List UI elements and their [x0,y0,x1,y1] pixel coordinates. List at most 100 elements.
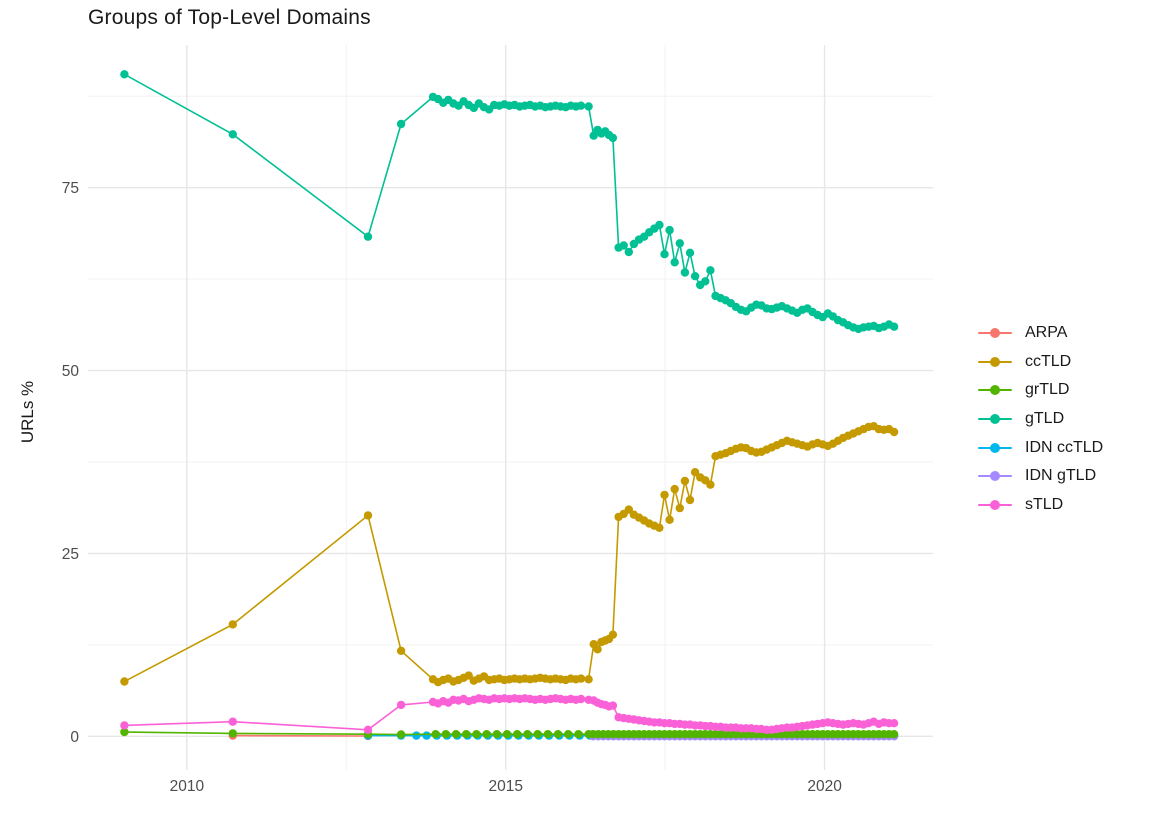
legend-label: grTLD [1025,381,1070,399]
legend-label: sTLD [1025,495,1064,513]
data-point-gtld [608,133,618,143]
data-point-stld [120,721,129,730]
data-point-cctld [690,468,700,477]
data-point-gtld [655,220,664,230]
data-point-cctld [624,505,633,514]
x-tick-label: 2010 [170,778,205,795]
data-point-grtld [513,730,522,739]
data-point-grtld [482,730,491,739]
y-tick-label: 50 [62,363,80,380]
data-point-grtld [889,730,899,739]
data-point-grtld [472,730,481,739]
y-tick-label: 75 [62,180,79,197]
data-point-stld [363,725,373,734]
data-point-cctld [655,523,664,532]
x-tick-label: 2015 [488,778,522,795]
data-point-cctld [680,476,690,486]
series-line-cctld [124,425,895,684]
data-point-gtld [363,232,373,241]
data-point-stld [889,719,899,728]
series-cctld [120,422,899,687]
data-point-gtld [619,241,628,250]
legend-label: gTLD [1025,410,1065,428]
data-point-grtld [441,730,450,739]
legend-item-idn-gtld: IDN gTLD [978,462,1103,491]
legend-label: ARPA [1025,324,1068,342]
data-point-cctld [593,645,602,654]
data-point-gtld [624,247,633,257]
legend-label: IDN gTLD [1025,467,1097,485]
data-point-stld [576,694,586,704]
series-gtld [120,70,899,334]
legend-item-stld: sTLD [978,491,1103,520]
legend-key-icon [978,442,1012,454]
data-point-cctld [584,675,593,684]
data-point-cctld [228,620,237,629]
y-tick-label: 0 [70,729,79,746]
data-point-grtld [228,729,237,738]
data-point-cctld [660,490,669,500]
y-tick-label: 25 [62,546,79,563]
data-point-cctld [889,427,899,437]
legend-label: ccTLD [1025,352,1072,370]
data-point-gtld [576,101,586,110]
data-point-idn-cctld [422,731,431,740]
data-point-cctld [665,515,674,524]
chart-title: Groups of Top-Level Domains [88,6,371,29]
legend-key-icon [978,470,1012,482]
data-point-grtld [492,730,501,739]
data-point-gtld [680,268,690,277]
data-point-gtld [706,266,715,275]
legend-item-arpa: ARPA [978,319,1103,348]
legend-item-cctld: ccTLD [978,348,1103,377]
legend-key-icon [978,327,1012,339]
data-point-cctld [120,677,129,686]
legend-key-icon [978,384,1012,396]
data-point-grtld [451,730,461,739]
series-stld [120,694,899,734]
y-axis-title: URLs % [18,380,37,444]
data-point-gtld [660,250,669,259]
data-point-stld [608,701,618,710]
data-point-cctld [675,503,684,513]
data-point-gtld [889,322,899,331]
legend-item-gtld: gTLD [978,405,1103,434]
data-point-cctld [608,630,618,639]
data-point-gtld [690,272,700,281]
data-point-gtld [396,119,406,129]
data-point-gtld [675,239,684,248]
data-point-grtld [502,730,512,739]
data-point-grtld [462,730,471,739]
data-point-cctld [396,646,406,655]
data-point-grtld [523,730,532,739]
data-point-grtld [533,730,542,739]
x-tick-label: 2020 [807,778,842,795]
legend-key-icon [978,356,1012,368]
data-point-grtld [120,727,129,737]
data-point-cctld [685,495,695,505]
data-point-gtld [228,130,237,139]
legend-key-icon [978,499,1012,511]
data-point-gtld [584,102,593,111]
data-point-gtld [685,248,695,257]
data-point-grtld [574,730,583,739]
data-point-gtld [665,225,674,235]
data-point-cctld [706,480,715,489]
legend-item-idn-cctld: IDN ccTLD [978,433,1103,462]
data-point-cctld [670,484,679,494]
data-point-stld [228,717,237,726]
legend-item-grtld: grTLD [978,376,1103,405]
data-point-stld [396,700,406,710]
data-point-grtld [543,730,552,739]
data-point-gtld [670,258,679,267]
data-point-cctld [576,674,586,683]
data-point-cctld [464,671,473,680]
data-point-grtld [396,730,406,739]
data-point-gtld [120,70,129,79]
legend-key-icon [978,413,1012,425]
data-point-grtld [431,730,440,739]
data-point-grtld [553,730,563,739]
data-point-idn-cctld [412,731,421,740]
